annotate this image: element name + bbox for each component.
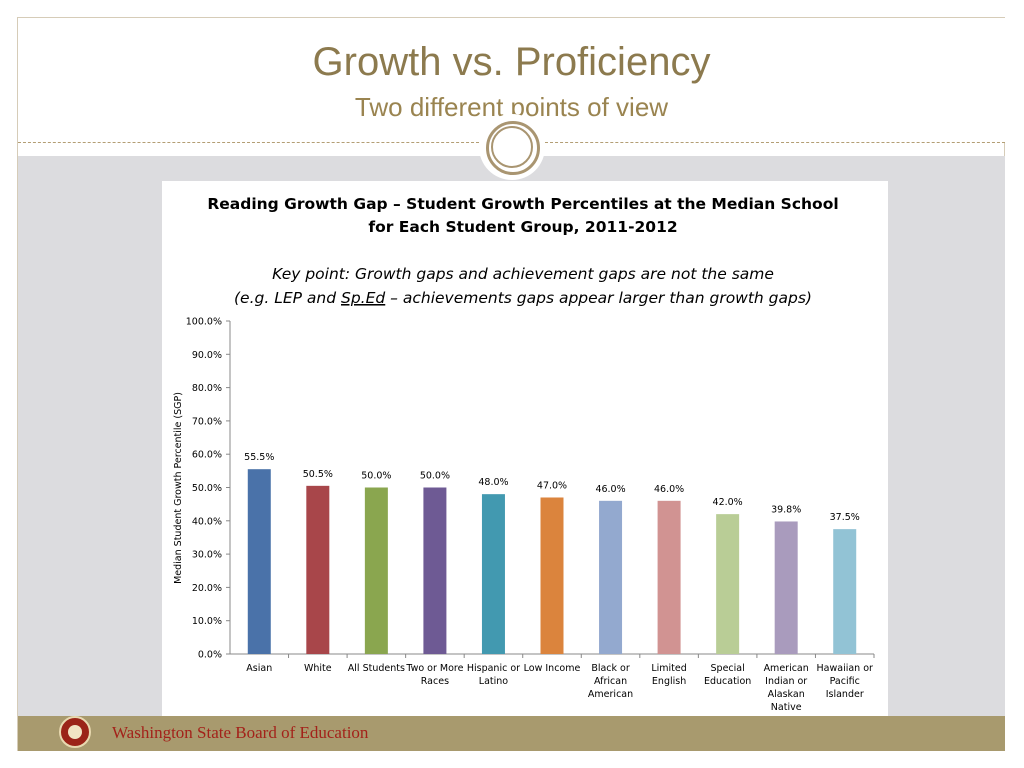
chart-categories: Asian White All Students Two or More Races Hi… — [246, 663, 873, 713]
x-category-label: Low Income — [524, 663, 581, 674]
bar-data-label: 42.0% — [713, 497, 743, 508]
x-category-label: American — [764, 663, 809, 674]
x-category-label: English — [652, 676, 686, 687]
bar-data-label: 48.0% — [478, 477, 508, 488]
bar — [364, 487, 388, 654]
chart-panel: Reading Growth Gap – Student Growth Perc… — [162, 181, 888, 716]
bar — [716, 514, 740, 654]
bar-data-label: 46.0% — [654, 484, 684, 495]
y-tick-label: 100.0% — [186, 317, 222, 328]
x-category-label: Black or — [591, 663, 630, 674]
board-seal-icon — [59, 716, 91, 748]
x-category-label: Latino — [479, 676, 508, 687]
bar-data-label: 46.0% — [595, 484, 625, 495]
slide-title: Growth vs. Proficiency — [312, 40, 711, 84]
bar — [657, 500, 681, 654]
x-category-label: Two or More — [405, 663, 463, 674]
x-category-label: Alaskan — [768, 689, 805, 700]
x-category-label: Asian — [246, 663, 272, 674]
x-category-label: Education — [704, 676, 751, 687]
x-category-label: All Students — [348, 663, 405, 674]
bar-data-label: 50.5% — [303, 469, 333, 480]
y-tick-label: 50.0% — [192, 483, 222, 494]
x-category-label: Native — [771, 702, 802, 713]
bar — [774, 521, 798, 654]
x-category-label: Islander — [826, 689, 864, 700]
y-tick-label: 60.0% — [192, 450, 222, 461]
bar — [247, 469, 271, 654]
bar-chart: Reading Growth Gap – Student Growth Perc… — [173, 195, 875, 713]
y-tick-label: 40.0% — [192, 516, 222, 527]
bar — [833, 529, 857, 654]
divider-left — [18, 142, 479, 143]
bar — [481, 494, 505, 654]
x-category-label: Limited — [651, 663, 686, 674]
chart-data-labels: 55.5% 50.5% 50.0% 50.0% 48.0% 47.0% 46.0% 46.0%… — [244, 452, 860, 523]
x-category-label: Hawaiian or — [817, 663, 874, 674]
x-category-label: American — [588, 689, 633, 700]
x-category-label: Pacific — [830, 676, 860, 687]
x-category-label: Special — [711, 663, 745, 674]
y-tick-label: 70.0% — [192, 416, 222, 427]
chart-note-line2-post: – achievements gaps appear larger than g… — [385, 289, 812, 307]
chart-bars — [247, 469, 857, 654]
bar-data-label: 50.0% — [361, 471, 391, 482]
bar-data-label: 37.5% — [830, 512, 860, 523]
x-category-label: Hispanic or — [467, 663, 520, 674]
chart-title-line2: for Each Student Group, 2011-2012 — [368, 218, 677, 236]
y-tick-label: 30.0% — [192, 550, 222, 561]
bar — [599, 500, 623, 654]
y-axis-label: Median Student Growth Percentile (SGP) — [173, 392, 184, 584]
bar-data-label: 50.0% — [420, 471, 450, 482]
footer-bar — [18, 716, 1005, 751]
ring-ornament-core — [491, 126, 533, 168]
y-tick-label: 10.0% — [192, 616, 222, 627]
chart-note-line1: Key point: Growth gaps and achievement g… — [272, 265, 774, 283]
chart-note-line2: (e.g. LEP and Sp.Ed – achievements gaps … — [234, 289, 812, 307]
y-tick-label: 0.0% — [198, 650, 222, 661]
y-tick-label: 20.0% — [192, 583, 222, 594]
y-tick-label: 90.0% — [192, 350, 222, 361]
y-tick-label: 80.0% — [192, 383, 222, 394]
x-category-label: White — [304, 663, 332, 674]
footer-org-name: Washington State Board of Education — [112, 723, 369, 742]
bar — [306, 485, 330, 654]
bar-data-label: 55.5% — [244, 452, 274, 463]
chart-title-line1: Reading Growth Gap – Student Growth Perc… — [207, 195, 838, 213]
chart-note-line2-pre: (e.g. LEP and — [234, 289, 341, 307]
divider-right — [545, 142, 1005, 143]
x-category-label: Indian or — [765, 676, 807, 687]
bar — [540, 497, 564, 654]
bar — [423, 487, 447, 654]
bar-data-label: 47.0% — [537, 480, 567, 491]
x-category-label: African — [594, 676, 627, 687]
bar-data-label: 39.8% — [771, 504, 801, 515]
chart-note-line2-underlined: Sp.Ed — [341, 289, 385, 307]
x-category-label: Races — [421, 676, 449, 687]
chart-axes: 0.0% 10.0% 20.0% 30.0% 40.0% 50.0% 60.0% 70.0% 8… — [186, 317, 875, 661]
